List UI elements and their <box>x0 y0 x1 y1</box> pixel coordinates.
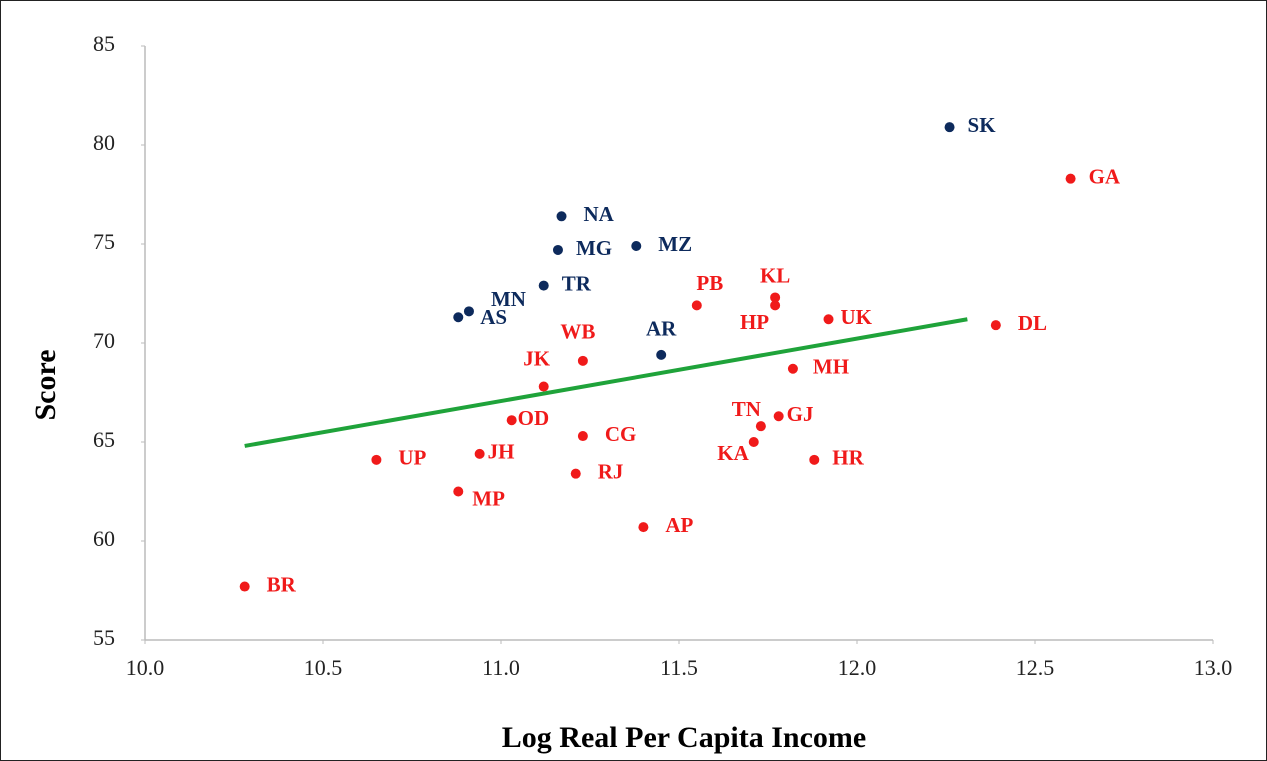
x-tick-label: 12.0 <box>838 655 877 680</box>
y-tick-label: 70 <box>93 328 115 353</box>
x-tick-label: 10.0 <box>126 655 165 680</box>
point <box>770 300 781 311</box>
point-label: GA <box>1089 164 1121 188</box>
point <box>371 454 382 465</box>
point <box>552 244 563 255</box>
y-tick-label: 75 <box>93 229 115 254</box>
point-label: NA <box>584 202 615 226</box>
point <box>453 486 464 497</box>
point-label: JH <box>488 440 515 464</box>
point-label: DL <box>1018 311 1047 335</box>
point <box>748 437 759 447</box>
x-tick-label: 12.5 <box>1016 655 1055 680</box>
point <box>577 355 588 366</box>
y-tick-label: 60 <box>93 526 115 551</box>
point <box>773 411 784 422</box>
point-label: HR <box>832 446 864 470</box>
point <box>556 211 567 222</box>
point-label: MP <box>472 486 505 510</box>
point-label: SK <box>968 113 997 137</box>
point-label: MN <box>491 287 526 311</box>
point <box>506 415 517 426</box>
point <box>538 381 549 392</box>
point <box>463 306 474 317</box>
point-label: TN <box>732 397 761 421</box>
point <box>577 431 588 442</box>
point <box>691 300 702 311</box>
point-label: MH <box>813 355 849 379</box>
point-label: OD <box>518 406 550 430</box>
point <box>809 454 820 465</box>
point-label: RJ <box>598 459 624 483</box>
point-label: GJ <box>787 402 814 426</box>
y-axis-title: Score <box>29 349 62 420</box>
point-label: AR <box>646 317 677 341</box>
y-tick-label: 85 <box>93 31 115 56</box>
point-label: TR <box>562 271 592 295</box>
y-tick-label: 65 <box>93 427 115 452</box>
point-label: CG <box>605 422 637 446</box>
point-label: MZ <box>658 232 692 256</box>
point-label: JK <box>523 346 551 370</box>
point-label: AS <box>480 305 507 329</box>
y-tick-label: 80 <box>93 130 115 155</box>
point-label: WB <box>560 320 595 344</box>
point-label: MG <box>576 236 612 260</box>
x-tick-label: 10.5 <box>304 655 343 680</box>
point <box>474 448 485 459</box>
point <box>538 280 549 291</box>
point <box>770 292 781 303</box>
point <box>638 522 649 533</box>
point-label: KA <box>717 441 749 465</box>
point-label: UP <box>398 446 426 470</box>
point <box>990 320 1001 331</box>
point <box>823 314 834 325</box>
point <box>1065 173 1076 184</box>
point-label: HP <box>740 310 769 334</box>
point <box>453 312 464 323</box>
point-label: BR <box>267 572 297 596</box>
point-label: PB <box>696 271 723 295</box>
point <box>631 240 642 251</box>
trendline <box>244 317 968 448</box>
point-label: UK <box>841 305 873 329</box>
y-tick-label: 55 <box>93 625 115 650</box>
point <box>787 363 798 374</box>
point <box>755 421 766 432</box>
x-tick-label: 11.5 <box>660 655 698 680</box>
point <box>656 349 667 360</box>
point-label: KL <box>760 263 790 287</box>
x-axis-title: Log Real Per Capita Income <box>502 721 866 754</box>
point <box>570 468 581 479</box>
point <box>944 122 955 133</box>
point <box>239 581 250 592</box>
point-label: AP <box>665 513 693 537</box>
x-tick-label: 13.0 <box>1194 655 1233 680</box>
x-tick-label: 11.0 <box>482 655 520 680</box>
